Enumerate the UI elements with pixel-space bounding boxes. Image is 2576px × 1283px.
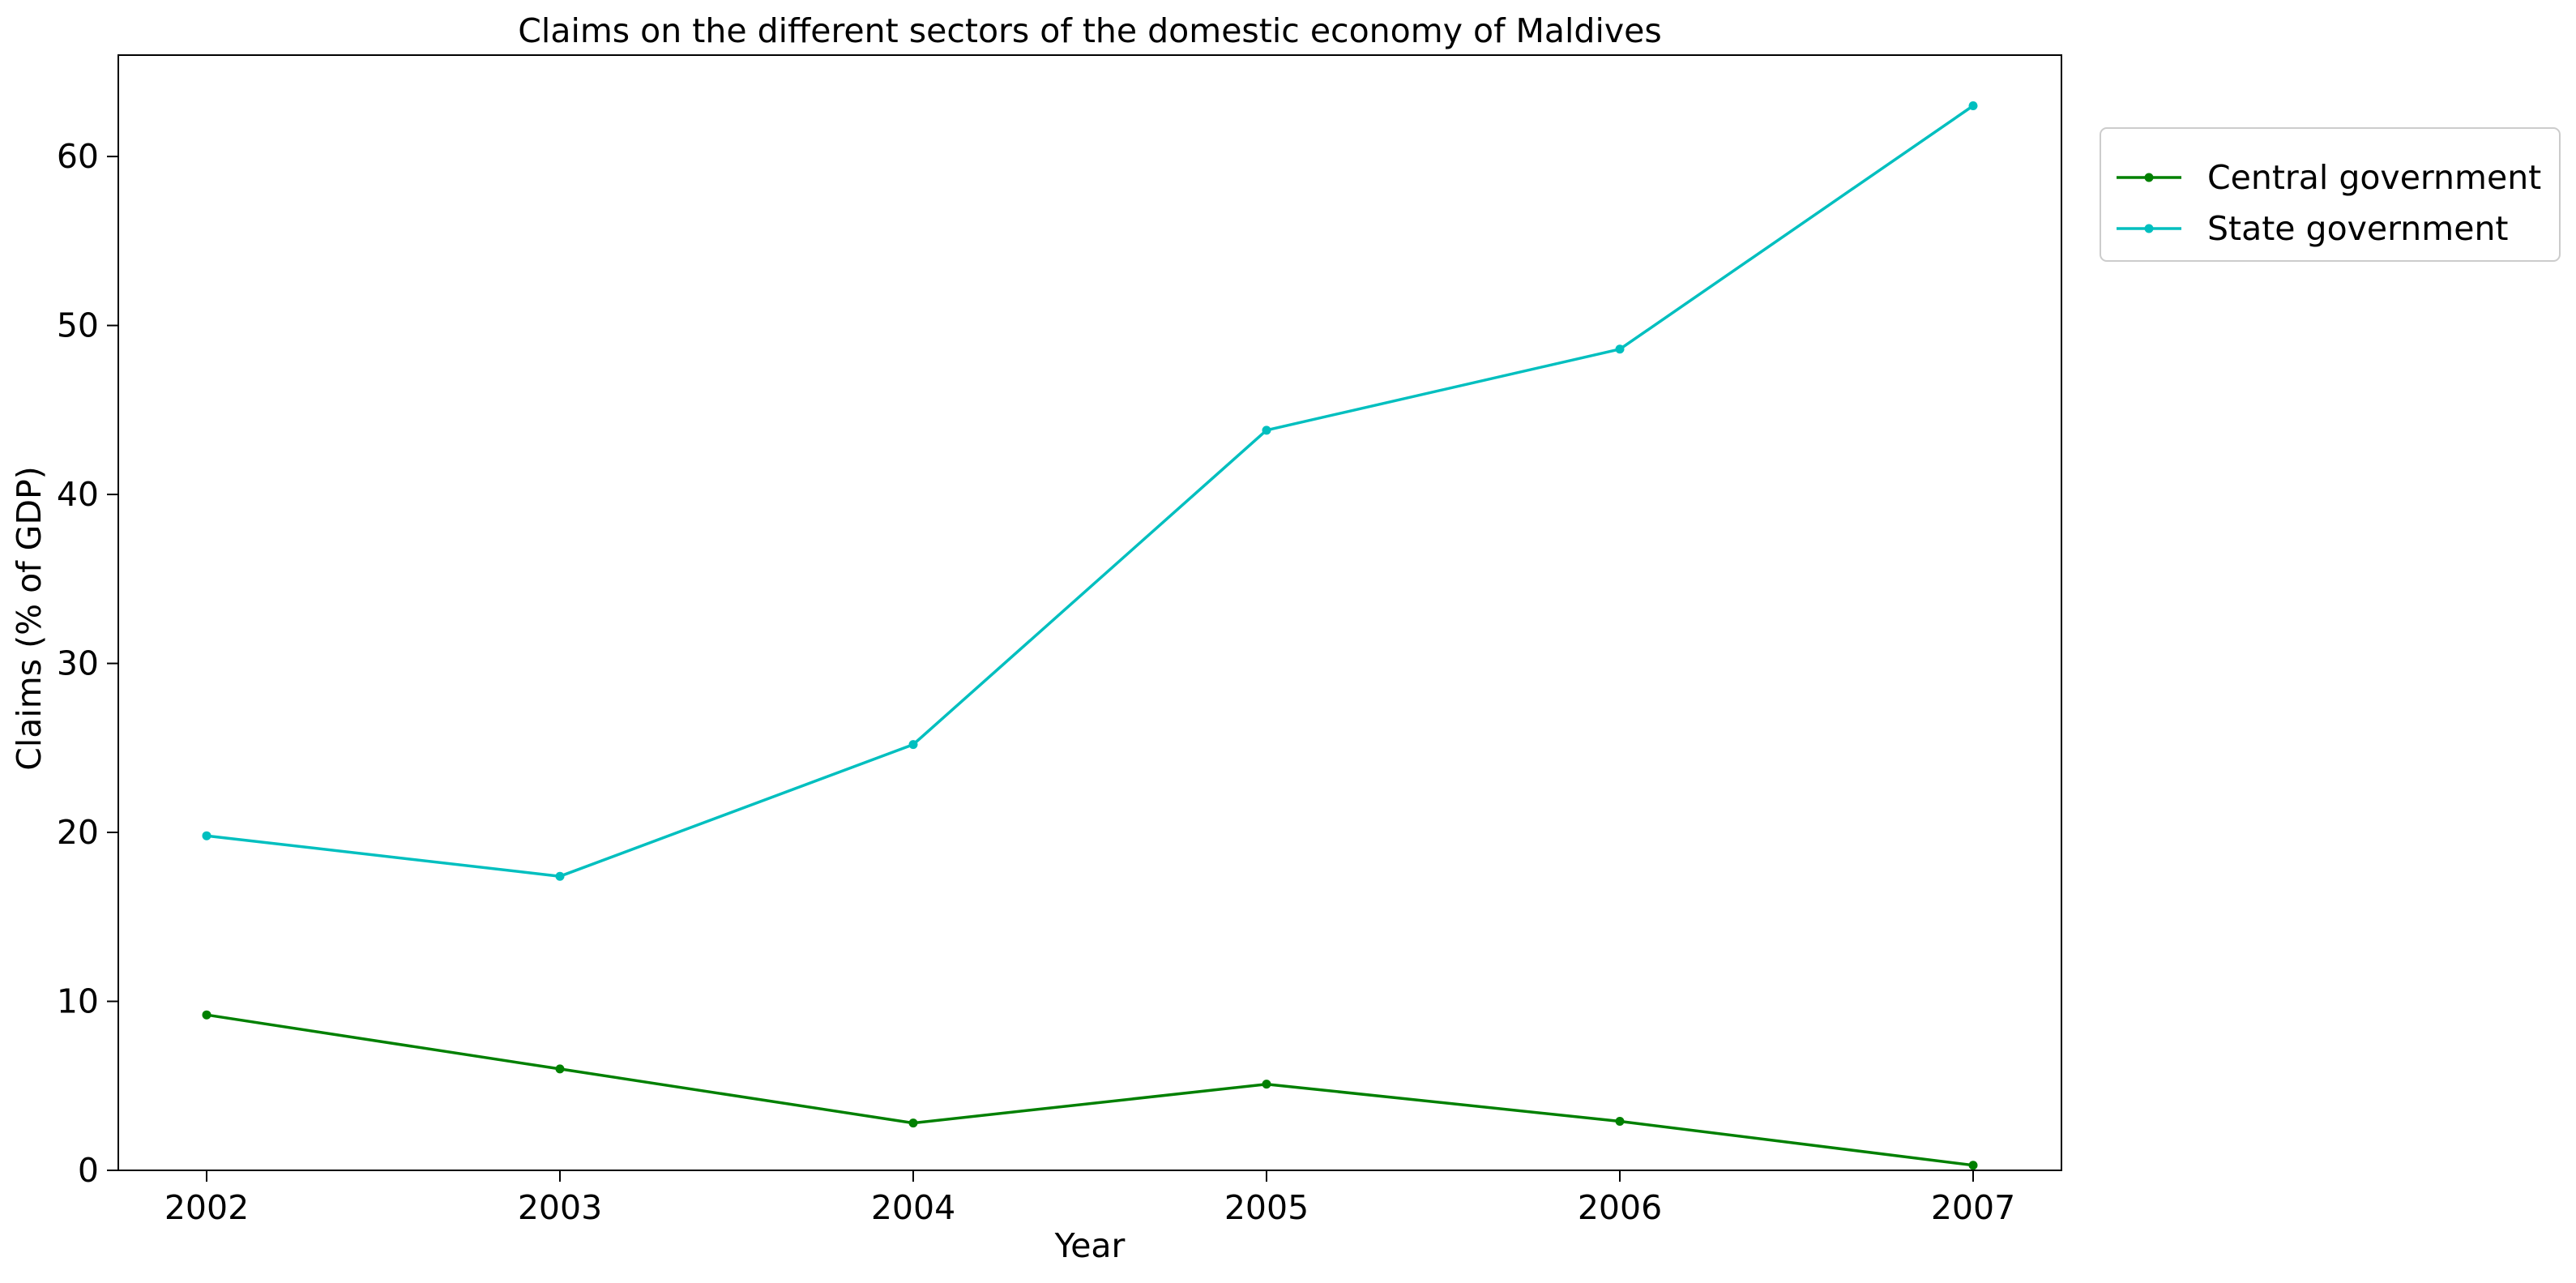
plot-area: 2002 2003 2004 2005 2006 2007 0 10 20 30 40 50 60: [57, 54, 2062, 1227]
series-1: [202, 101, 1978, 881]
legend-swatch-marker: [2144, 224, 2154, 233]
data-point: [1968, 101, 1978, 111]
y-tick-label: 0: [78, 1151, 99, 1190]
legend-entry-0: Central government: [2117, 158, 2541, 197]
y-axis-ticks: 0 10 20 30 40 50 60: [57, 137, 118, 1190]
legend-label: State government: [2207, 209, 2509, 248]
series-0: [202, 1010, 1978, 1170]
series-line: [206, 105, 1974, 878]
legend-label: Central government: [2207, 158, 2541, 197]
legend-swatch-marker: [2144, 173, 2154, 182]
x-tick-label: 2004: [871, 1188, 955, 1227]
data-point: [1615, 344, 1625, 354]
x-axis-ticks: 2002 2003 2004 2005 2006 2007: [164, 1170, 2015, 1227]
legend-frame: [2100, 127, 2561, 262]
data-point: [1262, 1080, 1271, 1089]
y-tick-label: 30: [57, 644, 99, 683]
data-point: [908, 1118, 918, 1128]
legend: Central government State government: [2100, 127, 2561, 262]
y-axis-label: Claims (% of GDP): [10, 466, 49, 770]
data-point: [555, 1064, 565, 1074]
y-tick-label: 10: [57, 982, 99, 1021]
x-tick-label: 2002: [164, 1188, 249, 1227]
data-point: [555, 871, 565, 881]
data-point: [1615, 1117, 1625, 1127]
y-tick-label: 50: [57, 306, 99, 345]
data-point: [202, 1010, 211, 1020]
y-tick-label: 40: [57, 475, 99, 514]
plot-frame: [117, 54, 2062, 1171]
data-point: [908, 740, 918, 750]
y-tick-label: 60: [57, 137, 99, 176]
chart-title: Claims on the different sectors of the d…: [518, 11, 1661, 50]
x-axis-label: Year: [1054, 1226, 1126, 1265]
data-point: [1262, 426, 1271, 435]
x-tick-label: 2005: [1224, 1188, 1309, 1227]
data-point: [202, 831, 211, 840]
legend-entry-1: State government: [2117, 209, 2509, 248]
data-point: [1968, 1161, 1978, 1170]
x-tick-label: 2007: [1931, 1188, 2015, 1227]
x-tick-label: 2006: [1578, 1188, 1662, 1227]
x-tick-label: 2003: [518, 1188, 602, 1227]
y-tick-label: 20: [57, 813, 99, 852]
series-line: [206, 1013, 1974, 1167]
